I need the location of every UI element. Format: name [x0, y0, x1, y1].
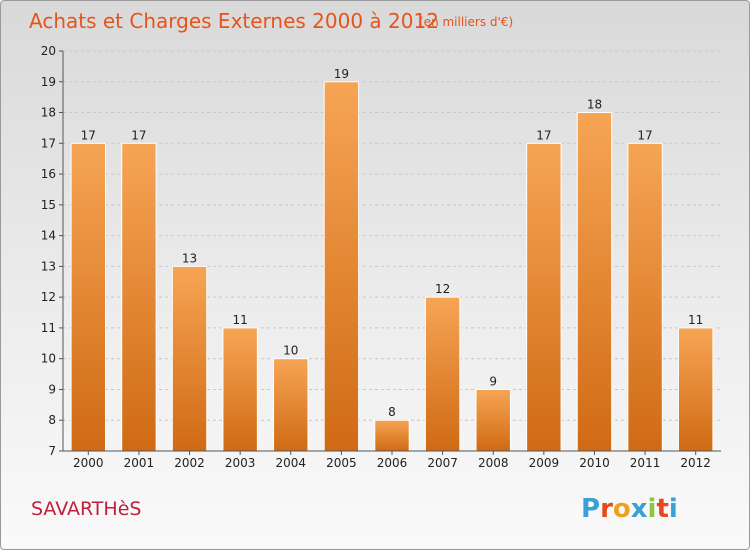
- bar-2012: [677, 327, 714, 452]
- chart-title: Achats et Charges Externes 2000 à 2012: [29, 9, 439, 33]
- logo-letter: i: [669, 494, 678, 524]
- logo-letter: o: [613, 494, 631, 524]
- bar-2010: [576, 112, 613, 452]
- x-tick-label-2011: 2011: [630, 456, 661, 470]
- bar-2008: [475, 388, 511, 452]
- y-tick-label: 14: [41, 229, 56, 243]
- logo-letter: x: [631, 494, 648, 524]
- y-tick-label: 12: [41, 290, 56, 304]
- logo-letter: t: [656, 494, 668, 524]
- data-label-2010: 18: [587, 98, 602, 112]
- data-label-2006: 8: [388, 405, 396, 419]
- x-tick-label-2012: 2012: [680, 456, 711, 470]
- data-label-2002: 13: [182, 251, 197, 265]
- data-label-2009: 17: [536, 128, 551, 142]
- data-label-2008: 9: [489, 374, 497, 388]
- x-tick-label-2001: 2001: [124, 456, 155, 470]
- grid-lines: [63, 50, 721, 421]
- y-tick-label: 8: [48, 413, 56, 427]
- x-tick-label-2002: 2002: [174, 456, 205, 470]
- x-tick-label-2005: 2005: [326, 456, 357, 470]
- bar-2001: [121, 142, 157, 452]
- x-tick-label-2004: 2004: [275, 456, 306, 470]
- y-tick-label: 18: [41, 106, 56, 120]
- bars: 17 17 13 11 10 19 8 12 9 17 18 17 11: [70, 67, 714, 452]
- y-tick-label: 19: [41, 75, 56, 89]
- x-tick-label-2009: 2009: [529, 456, 560, 470]
- bar-2000: [70, 142, 107, 452]
- x-tick-label-2000: 2000: [73, 456, 104, 470]
- y-tick-label: 20: [41, 44, 56, 58]
- y-tick-label: 17: [41, 136, 56, 150]
- logo-letter: i: [648, 494, 657, 524]
- location-name: SAVARTHèS: [31, 498, 141, 520]
- bar-2009: [526, 142, 562, 452]
- y-tick-label: 15: [41, 198, 56, 212]
- data-label-2012: 11: [688, 313, 703, 327]
- y-tick-label: 16: [41, 167, 56, 181]
- logo-letter: r: [600, 494, 613, 524]
- data-label-2007: 12: [435, 282, 450, 296]
- chart-subtitle: (en milliers d'€): [419, 15, 513, 29]
- bar-2003: [222, 327, 258, 452]
- y-tick-label: 10: [41, 352, 56, 366]
- bar-2002: [171, 265, 208, 452]
- data-label-2000: 17: [81, 128, 96, 142]
- x-tick-label-2010: 2010: [579, 456, 610, 470]
- data-label-2003: 11: [233, 313, 248, 327]
- data-label-2005: 19: [334, 67, 349, 81]
- y-tick-label: 9: [48, 382, 56, 396]
- y-tick-label: 11: [41, 321, 56, 335]
- x-tick-label-2003: 2003: [225, 456, 256, 470]
- bar-2011: [627, 142, 663, 452]
- data-label-2001: 17: [131, 128, 146, 142]
- logo-letter: P: [581, 494, 600, 524]
- axes: 7 8 9 10 11 12 13 14 15 16 17 18 19 20 2000 2001 2002 200…: [41, 44, 721, 470]
- bar-2006: [374, 419, 410, 452]
- data-label-2004: 10: [283, 344, 298, 358]
- bar-2004: [273, 358, 309, 452]
- bar-2007: [424, 296, 461, 452]
- x-tick-label-2006: 2006: [377, 456, 408, 470]
- data-label-2011: 17: [637, 128, 652, 142]
- x-tick-label-2008: 2008: [478, 456, 509, 470]
- y-tick-label: 7: [48, 444, 56, 458]
- y-tick-label: 13: [41, 259, 56, 273]
- x-tick-label-2007: 2007: [427, 456, 458, 470]
- bar-2005: [323, 81, 360, 452]
- proxiti-logo: Proxiti: [581, 494, 678, 524]
